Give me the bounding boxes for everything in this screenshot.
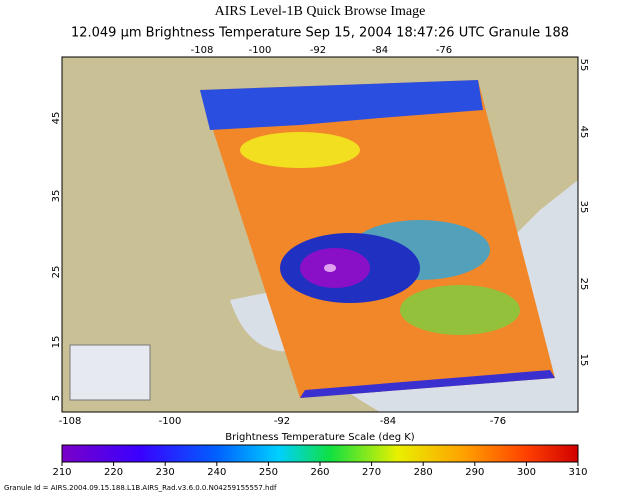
- scale-tick-label: 280: [414, 467, 433, 478]
- left-lat-label: 25: [51, 266, 62, 279]
- scale-tick-label: 250: [259, 467, 278, 478]
- scale-title: Brightness Temperature Scale (deg K): [225, 432, 415, 443]
- right-lat-label: 35: [578, 201, 589, 214]
- right-lat-label: 25: [578, 278, 589, 291]
- scale-tick-label: 210: [52, 467, 71, 478]
- bottom-lon-label: -92: [274, 416, 290, 427]
- top-lon-label: -92: [310, 45, 326, 56]
- bottom-lon-label: -84: [380, 416, 396, 427]
- scale-tick-label: 300: [517, 467, 536, 478]
- scale-tick-label: 270: [362, 467, 381, 478]
- top-lon-label: -84: [372, 45, 388, 56]
- bottom-lon-label: -100: [159, 416, 182, 427]
- right-lat-label: 15: [578, 354, 589, 367]
- right-lat-label: 55: [578, 59, 589, 72]
- top-lon-label: -100: [249, 45, 272, 56]
- bottom-lon-label: -108: [59, 416, 82, 427]
- color-bar: [61, 444, 579, 463]
- map-frame: [61, 56, 579, 413]
- left-lat-label: 35: [51, 190, 62, 203]
- bottom-lon-label: -76: [490, 416, 506, 427]
- footer: Granule Id = AIRS.2004.09.15.188.L1B.AIR…: [4, 484, 277, 492]
- subtitle: 12.049 μm Brightness Temperature Sep 15,…: [71, 26, 569, 41]
- scale-tick-label: 260: [310, 467, 329, 478]
- map-image: [62, 57, 578, 412]
- title: AIRS Level-1B Quick Browse Image: [215, 4, 426, 19]
- top-lon-label: -108: [191, 45, 214, 56]
- top-lon-label: -76: [436, 45, 452, 56]
- left-lat-label: 5: [51, 395, 62, 401]
- left-lat-label: 45: [51, 112, 62, 125]
- scale-tick-label: 240: [207, 467, 226, 478]
- scale-tick-label: 310: [568, 467, 587, 478]
- left-lat-label: 15: [51, 336, 62, 349]
- scale-tick-label: 290: [465, 467, 484, 478]
- right-lat-label: 45: [578, 126, 589, 139]
- scale-tick-label: 220: [104, 467, 123, 478]
- scale-tick-label: 230: [156, 467, 175, 478]
